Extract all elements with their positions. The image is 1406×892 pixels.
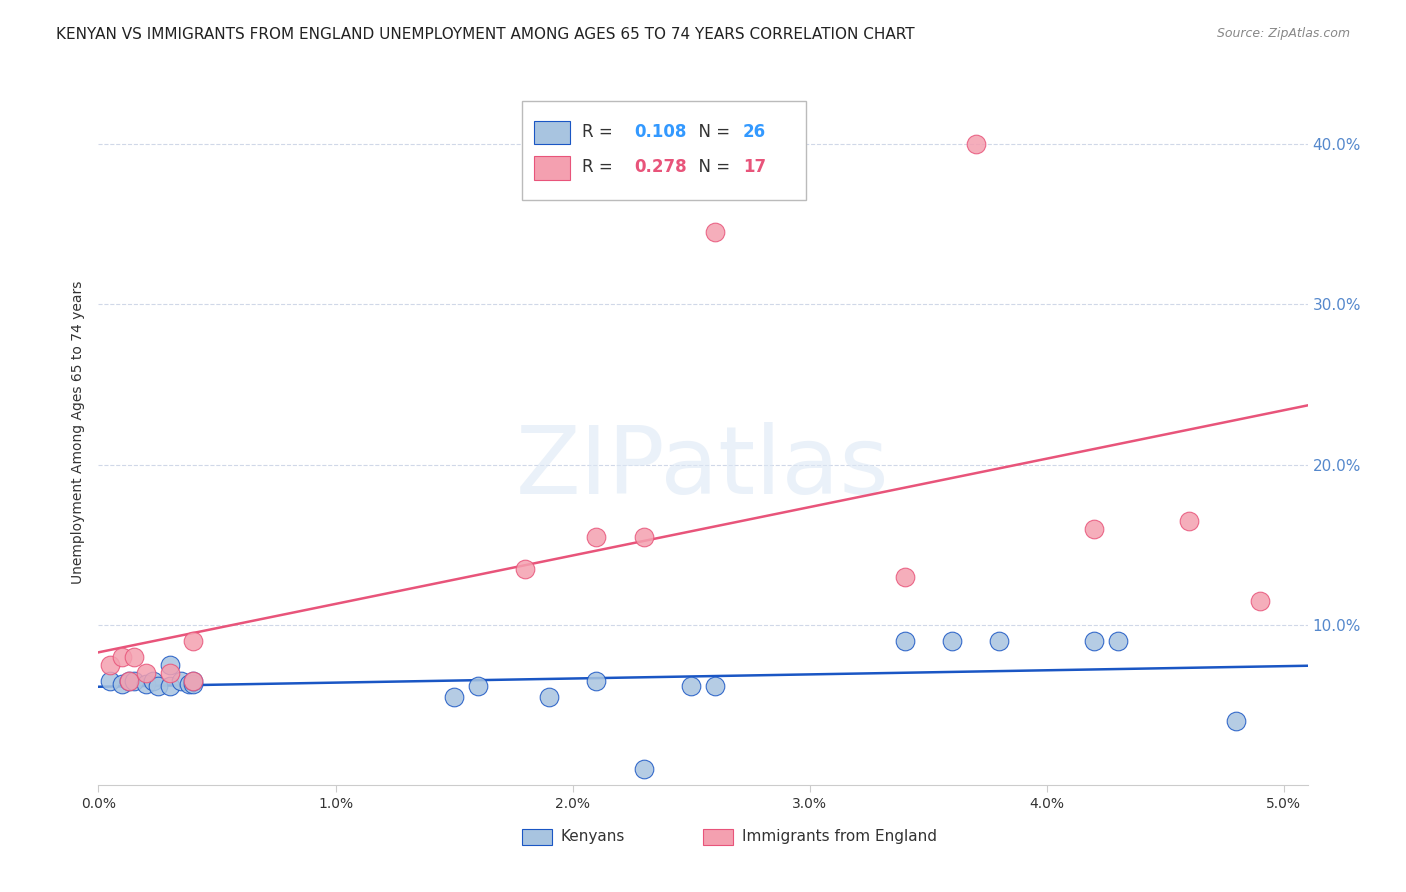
- Point: [177, 677, 200, 691]
- Point: [703, 679, 725, 693]
- FancyBboxPatch shape: [522, 830, 551, 845]
- Point: [681, 679, 703, 693]
- Point: [159, 679, 181, 693]
- Point: [893, 633, 915, 648]
- Point: [1083, 633, 1105, 648]
- Text: 0.108: 0.108: [634, 123, 686, 141]
- Point: [965, 137, 987, 152]
- Text: KENYAN VS IMMIGRANTS FROM ENGLAND UNEMPLOYMENT AMONG AGES 65 TO 74 YEARS CORRELA: KENYAN VS IMMIGRANTS FROM ENGLAND UNEMPL…: [56, 27, 915, 42]
- Point: [703, 226, 725, 240]
- Text: ZIPatlas: ZIPatlas: [516, 422, 890, 514]
- Point: [159, 657, 181, 672]
- FancyBboxPatch shape: [534, 121, 569, 145]
- Point: [181, 633, 204, 648]
- Point: [159, 665, 181, 680]
- Point: [170, 673, 193, 688]
- Point: [98, 657, 121, 672]
- Point: [1083, 522, 1105, 536]
- Y-axis label: Unemployment Among Ages 65 to 74 years: Unemployment Among Ages 65 to 74 years: [70, 281, 84, 584]
- FancyBboxPatch shape: [534, 156, 569, 179]
- FancyBboxPatch shape: [522, 102, 806, 200]
- Point: [135, 665, 157, 680]
- Text: 26: 26: [742, 123, 766, 141]
- Point: [585, 673, 607, 688]
- Text: Kenyans: Kenyans: [561, 829, 624, 844]
- Point: [467, 679, 489, 693]
- Point: [1225, 714, 1247, 728]
- Point: [142, 673, 165, 688]
- Point: [443, 690, 465, 704]
- Point: [515, 562, 537, 576]
- Point: [111, 649, 134, 664]
- Text: N =: N =: [689, 158, 735, 176]
- Text: R =: R =: [582, 123, 619, 141]
- Text: Immigrants from England: Immigrants from England: [742, 829, 936, 844]
- Point: [941, 633, 963, 648]
- Point: [122, 649, 145, 664]
- Point: [122, 673, 145, 688]
- Point: [1178, 514, 1201, 528]
- Point: [181, 673, 204, 688]
- Point: [181, 673, 204, 688]
- Text: R =: R =: [582, 158, 619, 176]
- Point: [118, 673, 141, 688]
- Point: [181, 677, 204, 691]
- Text: N =: N =: [689, 123, 735, 141]
- Point: [1107, 633, 1129, 648]
- Text: 17: 17: [742, 158, 766, 176]
- Point: [118, 673, 141, 688]
- Point: [1249, 594, 1271, 608]
- Text: Source: ZipAtlas.com: Source: ZipAtlas.com: [1216, 27, 1350, 40]
- Point: [111, 677, 134, 691]
- Text: 0.278: 0.278: [634, 158, 686, 176]
- Point: [585, 530, 607, 544]
- Point: [146, 679, 169, 693]
- Point: [98, 673, 121, 688]
- Point: [988, 633, 1011, 648]
- Point: [893, 570, 915, 584]
- Point: [633, 530, 655, 544]
- Point: [135, 677, 157, 691]
- FancyBboxPatch shape: [703, 830, 734, 845]
- Point: [633, 762, 655, 776]
- Point: [537, 690, 560, 704]
